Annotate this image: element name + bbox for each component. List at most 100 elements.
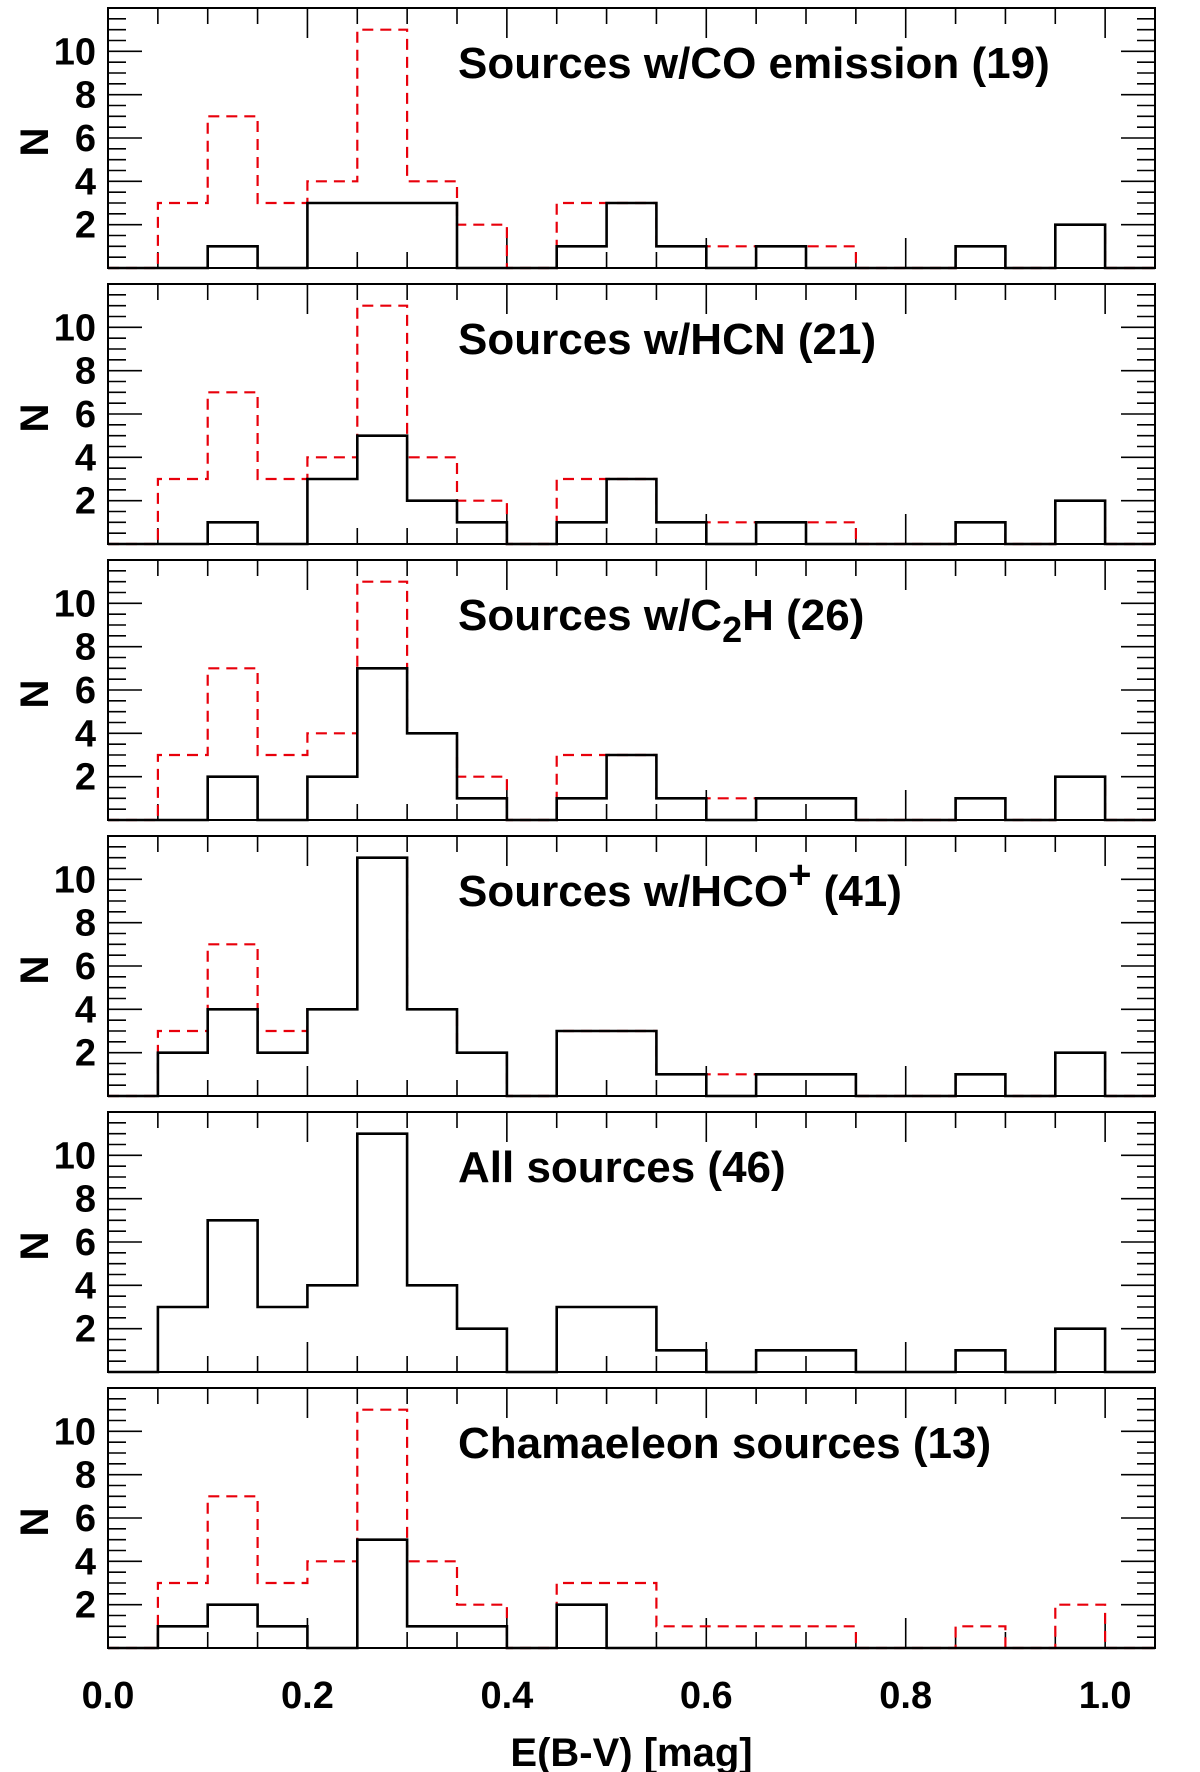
histogram-bin (557, 1031, 607, 1096)
histogram-bin (407, 733, 457, 820)
y-tick-label: 10 (54, 307, 96, 349)
reference-histogram (108, 1408, 1155, 1650)
y-tick-label: 8 (75, 1455, 96, 1497)
histogram-bin (656, 1350, 706, 1372)
y-axis-label: N (13, 1508, 57, 1537)
panel-title: All sources (46) (458, 1143, 786, 1192)
y-tick-label: 10 (54, 1135, 96, 1177)
y-tick-label: 6 (75, 118, 96, 160)
histogram-bin (806, 1074, 856, 1096)
histogram-bin (357, 436, 407, 544)
y-tick-label: 2 (75, 1033, 96, 1075)
y-axis-label: N (13, 1232, 57, 1261)
histogram-bin (756, 798, 806, 820)
y-tick-label: 4 (75, 1541, 96, 1583)
y-tick-label: 2 (75, 481, 96, 523)
histogram-bin (756, 1350, 806, 1372)
subset-histogram (108, 667, 1155, 822)
histogram-bin (756, 1074, 806, 1096)
y-tick-label: 2 (75, 1309, 96, 1351)
subset-histogram (108, 434, 1155, 546)
histogram-bin (656, 1074, 706, 1096)
histogram-bin (407, 1285, 457, 1372)
histogram-bin (607, 1031, 657, 1096)
histogram-bin (557, 1307, 607, 1372)
y-axis-label: N (13, 680, 57, 709)
y-tick-label: 6 (75, 1222, 96, 1264)
histogram-bin (956, 522, 1006, 544)
histogram-bin (656, 246, 706, 268)
histogram-bin (457, 522, 507, 544)
histogram-bin (557, 798, 607, 820)
histogram-bin (208, 777, 258, 820)
y-tick-label: 8 (75, 351, 96, 393)
y-tick-label: 8 (75, 1179, 96, 1221)
histogram-bin (756, 246, 806, 268)
histogram-bin (457, 1053, 507, 1096)
panel-title: Chamaeleon sources (13) (458, 1419, 991, 1468)
histogram-bin (557, 246, 607, 268)
histogram-bin (258, 1307, 308, 1372)
histogram-bin (607, 203, 657, 268)
x-tick-label: 0.6 (680, 1675, 733, 1717)
x-tick-label: 0.2 (281, 1675, 334, 1717)
y-tick-label: 4 (75, 989, 96, 1031)
y-tick-label: 10 (54, 583, 96, 625)
histogram-bin (557, 522, 607, 544)
histogram-bin (806, 1350, 856, 1372)
histogram-bin (407, 1009, 457, 1096)
histogram-bin (607, 479, 657, 544)
x-axis-label: E(B-V) [mag] (510, 1731, 752, 1772)
histogram-bin (357, 1540, 407, 1648)
y-tick-label: 6 (75, 946, 96, 988)
histogram-bin (307, 203, 357, 268)
subset-histogram (108, 856, 1155, 1098)
histogram-bin (258, 1053, 308, 1096)
y-tick-label: 4 (75, 713, 96, 755)
histogram-bin (307, 1285, 357, 1372)
y-tick-label: 10 (54, 31, 96, 73)
subset-histogram (108, 1132, 1155, 1374)
y-tick-label: 4 (75, 437, 96, 479)
y-axis-label: N (13, 128, 57, 157)
y-tick-label: 4 (75, 1265, 96, 1307)
y-tick-label: 8 (75, 75, 96, 117)
y-axis-label: N (13, 956, 57, 985)
histogram-bin (806, 798, 856, 820)
panel-title: Sources w/C2H (26) (458, 591, 864, 650)
x-tick-label: 1.0 (1079, 1675, 1132, 1717)
x-axis: 0.0 0.2 0.4 0.6 0.8 1.0 E(B-V) [mag] (82, 1675, 1132, 1772)
histogram-bin (457, 1626, 507, 1648)
histogram-bin (307, 777, 357, 820)
subset-histogram (108, 201, 1155, 270)
histogram-bin (407, 203, 457, 268)
histogram-bin (457, 1329, 507, 1372)
histogram-bin (956, 246, 1006, 268)
histogram-bin (208, 522, 258, 544)
y-tick-label: 2 (75, 1585, 96, 1627)
y-tick-label: 10 (54, 1411, 96, 1453)
y-tick-label: 2 (75, 205, 96, 247)
histogram-bin (307, 1009, 357, 1096)
x-tick-label: 0.0 (82, 1675, 135, 1717)
y-tick-label: 4 (75, 161, 96, 203)
x-tick-label: 0.8 (879, 1675, 932, 1717)
histogram-bin (607, 1307, 657, 1372)
panel-title: Sources w/HCN (21) (458, 315, 876, 364)
histogram-bin (158, 1626, 208, 1648)
histogram-bin (357, 668, 407, 820)
y-tick-label: 6 (75, 670, 96, 712)
histogram-bin (357, 203, 407, 268)
y-axis-label: N (13, 404, 57, 433)
histogram-bin (258, 1626, 308, 1648)
histogram-bin (158, 1053, 208, 1096)
histogram-bin (407, 501, 457, 544)
histogram-bin (1055, 225, 1105, 268)
histogram-bin (457, 798, 507, 820)
x-tick-label: 0.4 (480, 1675, 533, 1717)
histogram-bin (307, 479, 357, 544)
